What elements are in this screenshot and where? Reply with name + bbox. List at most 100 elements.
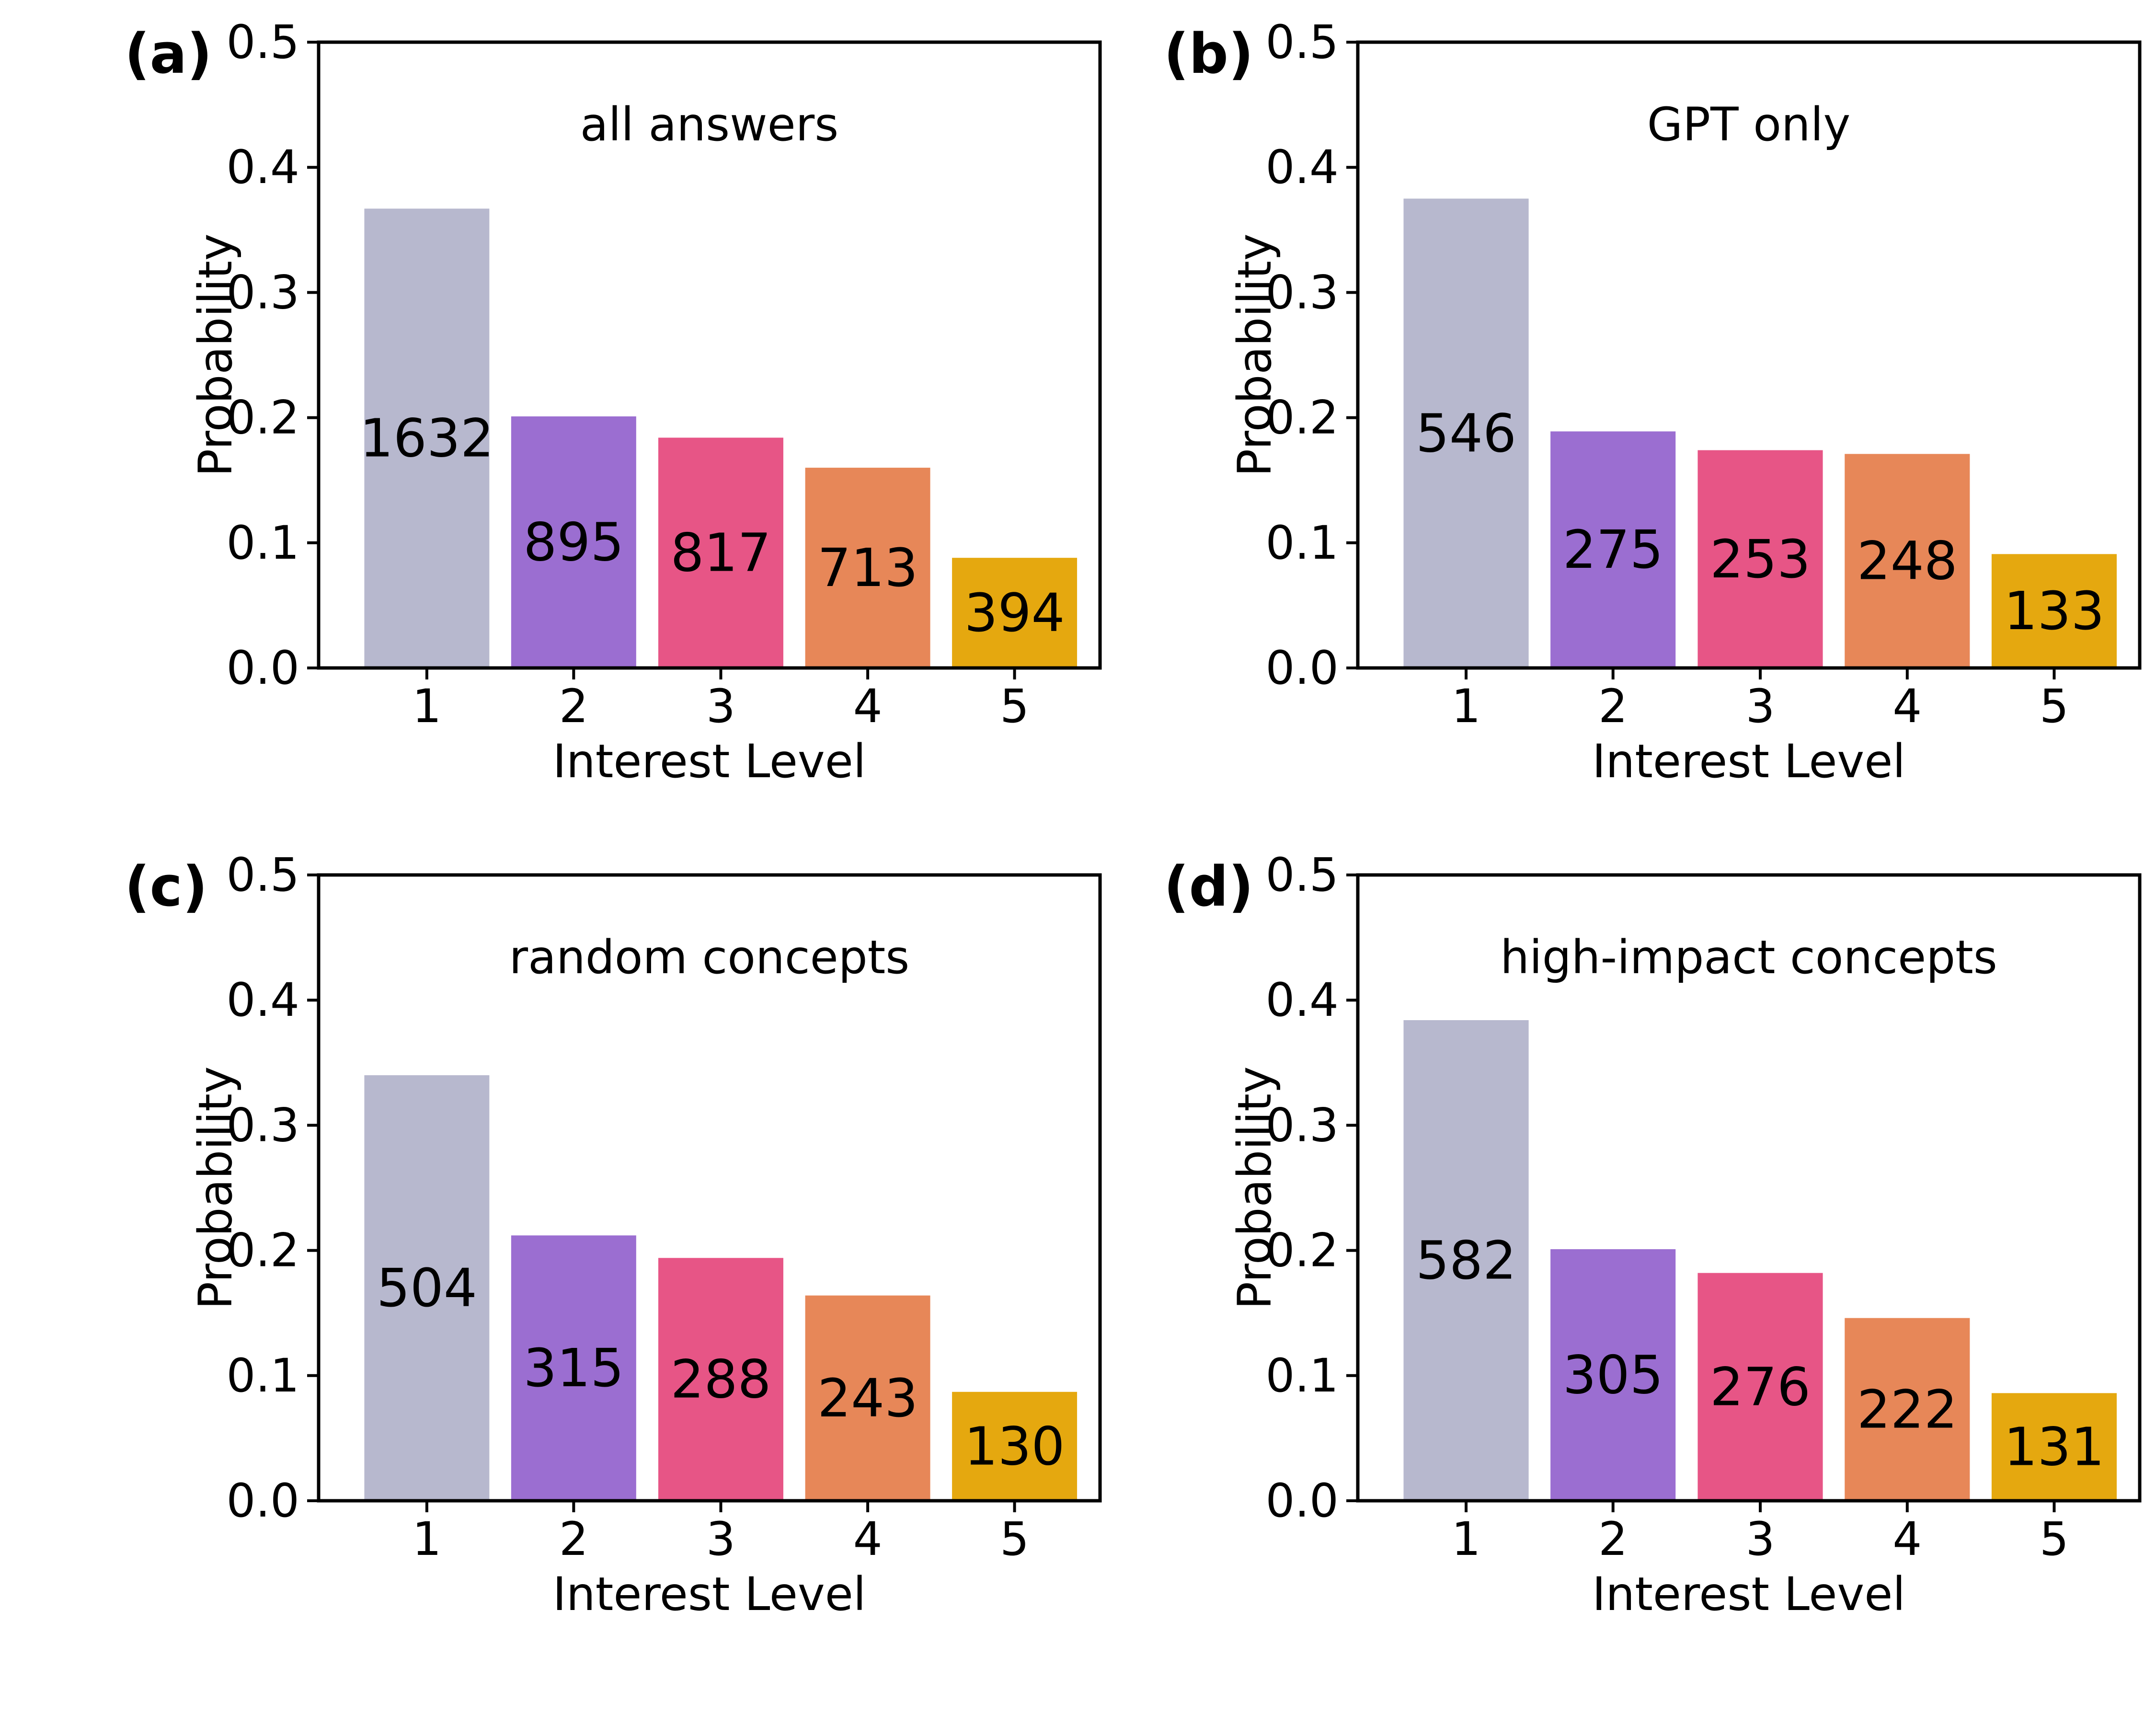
x-axis-label: Interest Level bbox=[1592, 1567, 1905, 1621]
x-axis-label: Interest Level bbox=[553, 1567, 866, 1621]
bar-count-label: 582 bbox=[1416, 1230, 1516, 1291]
chart-panel-2: 546 275 253 248 133 0.0 0.1 0.2 0.3 0.4 0.5 1 2 3 4 5 In… bbox=[1164, 15, 2142, 788]
x-tick-label: 1 bbox=[412, 679, 441, 733]
x-tick-label: 3 bbox=[1745, 1512, 1775, 1566]
bar-count-label: 713 bbox=[817, 537, 918, 598]
bar-level-1 bbox=[1403, 1020, 1529, 1501]
bar-count-label: 243 bbox=[817, 1368, 918, 1429]
bar-count-label: 895 bbox=[523, 511, 624, 573]
bar-level-5 bbox=[952, 1392, 1078, 1501]
x-tick-label: 5 bbox=[1000, 679, 1029, 733]
panel-letter-label: (b) bbox=[1164, 22, 1253, 86]
y-tick-label: 0.0 bbox=[1265, 641, 1339, 695]
x-tick-label: 5 bbox=[2040, 1512, 2069, 1566]
bar-level-1 bbox=[364, 208, 490, 668]
x-axis-label: Interest Level bbox=[553, 735, 866, 788]
bar-level-5 bbox=[1991, 554, 2117, 668]
panel-subtitle: GPT only bbox=[1647, 98, 1851, 151]
plot-frame bbox=[1356, 40, 2142, 670]
y-tick-label: 0.3 bbox=[1265, 1098, 1339, 1152]
x-tick-label: 3 bbox=[706, 679, 735, 733]
bar-count-label: 222 bbox=[1857, 1379, 1958, 1440]
y-axis-label: Probability bbox=[1228, 1066, 1282, 1309]
y-axis-label: Probability bbox=[1228, 233, 1282, 476]
x-tick-label: 4 bbox=[1892, 679, 1922, 733]
plot-frame bbox=[317, 40, 1102, 670]
bar-count-label: 248 bbox=[1857, 530, 1958, 592]
y-tick-label: 0.2 bbox=[1265, 1224, 1339, 1277]
y-tick-label: 0.2 bbox=[226, 391, 299, 445]
x-tick-label: 2 bbox=[559, 1512, 588, 1566]
panel-letter-label: (d) bbox=[1164, 855, 1253, 919]
y-tick-label: 0.1 bbox=[1265, 1349, 1339, 1403]
x-tick-label: 3 bbox=[1745, 679, 1775, 733]
x-tick-label: 1 bbox=[1451, 679, 1480, 733]
bar-level-3 bbox=[1697, 450, 1823, 668]
bar-count-label: 288 bbox=[670, 1349, 771, 1410]
y-tick-label: 0.1 bbox=[1265, 516, 1339, 570]
chart-panel-1: 1632 895 817 713 394 0.0 0.1 0.2 0.3 0.4 0.5 1 2 3 4 5 I… bbox=[125, 15, 1102, 788]
x-tick-label: 1 bbox=[1451, 1512, 1480, 1566]
y-tick-label: 0.2 bbox=[1265, 391, 1339, 445]
y-tick-label: 0.3 bbox=[226, 1098, 299, 1152]
bar-level-1 bbox=[364, 1075, 490, 1501]
bar-count-label: 130 bbox=[964, 1415, 1065, 1477]
y-tick-label: 0.0 bbox=[226, 1474, 299, 1528]
y-tick-label: 0.4 bbox=[1265, 140, 1339, 194]
bar-count-label: 133 bbox=[2004, 580, 2104, 642]
bar-level-1 bbox=[1403, 198, 1529, 668]
y-tick-label: 0.0 bbox=[226, 641, 299, 695]
bar-count-label: 394 bbox=[964, 582, 1065, 644]
y-tick-label: 0.5 bbox=[1265, 15, 1339, 69]
bar-level-5 bbox=[1991, 1393, 2117, 1501]
bar-level-3 bbox=[658, 1258, 783, 1501]
bar-count-label: 1632 bbox=[360, 408, 494, 469]
bar-level-3 bbox=[658, 437, 783, 668]
bar-count-label: 305 bbox=[1563, 1344, 1663, 1405]
plot-frame bbox=[317, 873, 1102, 1503]
y-tick-label: 0.4 bbox=[226, 973, 299, 1027]
panel-subtitle: random concepts bbox=[509, 931, 910, 984]
bar-level-4 bbox=[1845, 454, 1970, 668]
x-tick-label: 2 bbox=[1598, 679, 1628, 733]
bar-count-label: 546 bbox=[1416, 402, 1516, 464]
x-tick-label: 1 bbox=[412, 1512, 441, 1566]
x-tick-label: 4 bbox=[1892, 1512, 1922, 1566]
bar-count-label: 504 bbox=[377, 1257, 477, 1319]
bar-level-3 bbox=[1697, 1273, 1823, 1501]
y-tick-label: 0.3 bbox=[1265, 265, 1339, 319]
y-tick-label: 0.4 bbox=[226, 140, 299, 194]
y-tick-label: 0.5 bbox=[226, 15, 299, 69]
x-axis-label: Interest Level bbox=[1592, 735, 1905, 788]
y-tick-label: 0.5 bbox=[226, 848, 299, 902]
y-axis-label: Probability bbox=[189, 233, 242, 476]
x-tick-label: 5 bbox=[1000, 1512, 1029, 1566]
bar-level-4 bbox=[1845, 1318, 1970, 1501]
bar-level-2 bbox=[511, 1235, 636, 1501]
y-tick-label: 0.0 bbox=[1265, 1474, 1339, 1528]
bar-count-label: 276 bbox=[1710, 1356, 1811, 1417]
panel-subtitle: high-impact concepts bbox=[1500, 931, 1997, 984]
bar-level-2 bbox=[511, 416, 636, 668]
bar-count-label: 131 bbox=[2004, 1416, 2104, 1478]
chart-panel-4: 582 305 276 222 131 0.0 0.1 0.2 0.3 0.4 0.5 1 2 3 4 5 In… bbox=[1164, 848, 2142, 1621]
panel-subtitle: all answers bbox=[580, 98, 838, 151]
chart-panel-3: 504 315 288 243 130 0.0 0.1 0.2 0.3 0.4 0.5 1 2 3 4 5 In… bbox=[125, 848, 1102, 1621]
bar-level-4 bbox=[805, 1295, 930, 1501]
bar-level-4 bbox=[805, 468, 930, 668]
x-tick-label: 4 bbox=[853, 679, 883, 733]
panel-letter-label: (a) bbox=[125, 22, 212, 86]
bar-count-label: 253 bbox=[1710, 529, 1811, 590]
x-tick-label: 3 bbox=[706, 1512, 735, 1566]
panel-letter-label: (c) bbox=[125, 855, 207, 919]
bar-count-label: 817 bbox=[670, 522, 771, 584]
plot-frame bbox=[1356, 873, 2142, 1503]
bar-count-label: 275 bbox=[1563, 519, 1663, 580]
bar-level-2 bbox=[1550, 1249, 1676, 1501]
y-tick-label: 0.1 bbox=[226, 516, 299, 570]
y-tick-label: 0.5 bbox=[1265, 848, 1339, 902]
bar-count-label: 315 bbox=[523, 1337, 624, 1399]
bar-level-5 bbox=[952, 558, 1078, 668]
x-tick-label: 5 bbox=[2040, 679, 2069, 733]
